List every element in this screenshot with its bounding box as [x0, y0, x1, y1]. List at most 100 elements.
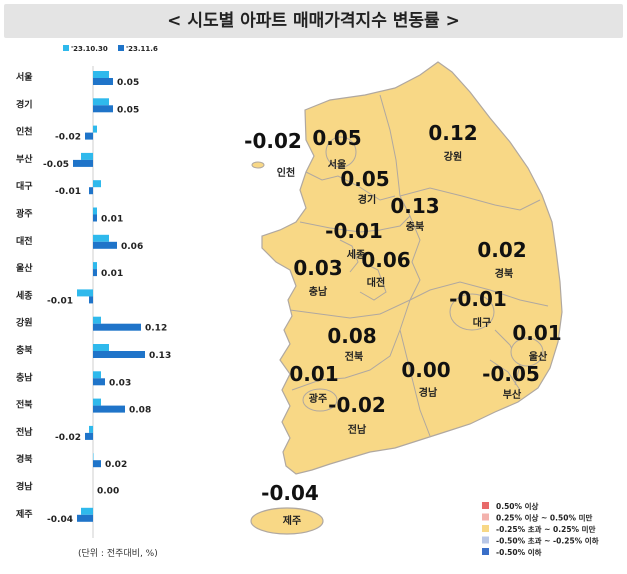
map-legend-swatch [482, 536, 489, 544]
region-value-대구: -0.01 [449, 287, 507, 311]
region-value-강원: 0.12 [428, 121, 477, 145]
region-name-부산: 부산 [503, 388, 522, 401]
bar-prev [93, 262, 97, 270]
category-label: 울산 [16, 262, 33, 274]
bar-this [93, 378, 105, 386]
region-name-전북: 전북 [345, 350, 363, 363]
category-label: 경남 [16, 481, 33, 493]
legend-label-2: '23.11.6 [126, 45, 158, 53]
region-name-강원: 강원 [444, 150, 462, 163]
region-value-인천: -0.02 [244, 129, 302, 153]
value-label: 0.05 [117, 105, 139, 115]
value-label: 0.06 [121, 242, 143, 252]
bar-this [93, 78, 113, 85]
value-label: 0.03 [109, 378, 131, 388]
category-label: 서울 [16, 71, 33, 83]
region-value-서울: 0.05 [312, 126, 361, 150]
jeju-shape [250, 507, 324, 535]
category-label: 대구 [16, 180, 33, 192]
province-border [399, 329, 431, 437]
value-label: -0.04 [47, 515, 73, 525]
map-legend-label: 0.50% 이상 [496, 501, 539, 511]
bar-this [93, 405, 125, 413]
category-label: 경기 [16, 98, 33, 110]
bar-this [85, 132, 93, 140]
bar-prev [93, 316, 101, 324]
map-legend-label: -0.50% 초과 ~ -0.25% 이하 [496, 536, 599, 546]
bar-this [85, 432, 93, 440]
bar-this [93, 105, 113, 113]
category-label: 충남 [16, 371, 33, 383]
map-legend-swatch [482, 525, 489, 532]
seoul-shape [325, 136, 357, 168]
province-border [379, 94, 401, 197]
region-value-충남: 0.03 [293, 256, 342, 280]
category-label: 광주 [16, 208, 33, 220]
bar-prev [81, 507, 93, 515]
category-label: 강원 [16, 317, 33, 329]
daegu-shape [449, 293, 495, 331]
bar-prev [89, 425, 93, 433]
bar-this [93, 241, 117, 249]
bar-prev [81, 152, 93, 160]
province-border [305, 171, 396, 201]
category-label: 전남 [16, 426, 33, 438]
value-label: 0.00 [97, 487, 119, 497]
island-shape [251, 161, 265, 169]
region-name-대구: 대구 [473, 316, 491, 329]
bar-this [77, 514, 93, 522]
region-value-전북: 0.08 [327, 324, 376, 348]
bar-prev [77, 289, 93, 297]
bar-prev [93, 125, 97, 133]
bar-this [93, 323, 141, 331]
region-value-대전: 0.06 [361, 248, 410, 272]
region-value-경기: 0.05 [340, 167, 389, 191]
bar-this [89, 296, 93, 304]
bar-prev [93, 71, 109, 78]
province-border [289, 299, 411, 319]
category-label: 부산 [16, 153, 33, 165]
gwangju-shape [302, 388, 338, 412]
map-legend-swatch [482, 502, 489, 509]
value-label: 0.01 [101, 269, 123, 279]
legend-label-1: '23.10.30 [71, 45, 108, 53]
bar-prev [93, 371, 101, 379]
bar-this [93, 269, 97, 277]
province-border [339, 239, 359, 273]
value-label: -0.02 [55, 133, 81, 143]
value-label: 0.12 [145, 324, 167, 334]
bar-this [89, 187, 93, 195]
category-label: 전북 [16, 399, 33, 411]
map-shapes [250, 61, 563, 535]
bar-prev [93, 98, 109, 106]
bar-this [93, 351, 145, 358]
region-value-제주: -0.04 [261, 481, 319, 505]
legend-swatch-2 [118, 45, 124, 51]
category-label: 충북 [16, 344, 33, 356]
region-name-세종: 세종 [347, 248, 365, 261]
region-value-충북: 0.13 [390, 194, 439, 218]
category-label: 제주 [16, 508, 33, 520]
region-name-서울: 서울 [328, 158, 346, 171]
bar-this [93, 460, 101, 468]
value-label: -0.05 [43, 160, 69, 170]
unit-note: (단위 : 전주대비, %) [78, 549, 158, 559]
province-border [409, 215, 421, 301]
region-name-경남: 경남 [419, 386, 438, 399]
province-border [359, 261, 387, 301]
value-label: 0.05 [117, 78, 139, 88]
value-label: 0.08 [129, 406, 151, 416]
region-value-경남: 0.00 [401, 358, 450, 382]
region-name-제주: 제주 [283, 514, 301, 527]
region-name-울산: 울산 [529, 350, 548, 363]
bar-prev [93, 180, 101, 188]
category-label: 세종 [16, 289, 33, 301]
region-value-전남: -0.02 [328, 393, 386, 417]
region-name-대전: 대전 [367, 276, 385, 289]
chart-title: < 시도별 아파트 매매가격지수 변동률 > [167, 11, 460, 31]
bar-chart: '23.10.30 '23.11.6 서울 0.05 경기 0.05 인천 -0.02 부산 -0… [16, 45, 171, 538]
value-label: 0.13 [149, 351, 171, 361]
region-name-충남: 충남 [309, 285, 328, 298]
category-label: 인천 [16, 127, 33, 138]
